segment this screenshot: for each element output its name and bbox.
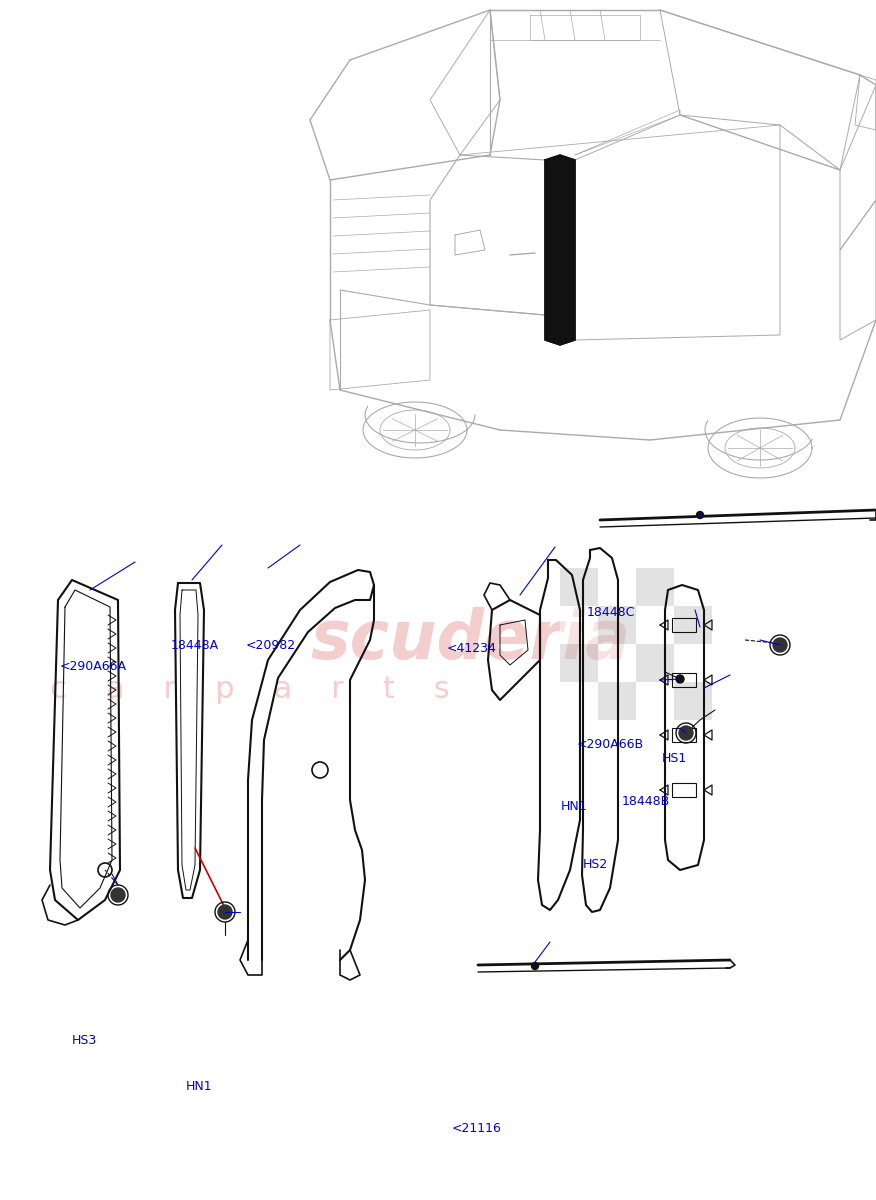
Bar — [560, 644, 598, 682]
Text: <21116: <21116 — [451, 1122, 501, 1134]
Bar — [674, 568, 712, 606]
Polygon shape — [545, 155, 575, 346]
Bar — [636, 606, 674, 644]
Bar — [674, 682, 712, 720]
Text: <41234: <41234 — [447, 642, 497, 654]
Bar — [636, 682, 674, 720]
Text: HS2: HS2 — [583, 858, 608, 870]
Bar — [560, 606, 598, 644]
Circle shape — [676, 674, 684, 683]
Bar — [560, 568, 598, 606]
Bar — [598, 568, 636, 606]
Bar — [636, 568, 674, 606]
Bar — [598, 682, 636, 720]
Circle shape — [218, 905, 232, 919]
Bar — [560, 682, 598, 720]
Text: HN1: HN1 — [561, 800, 587, 812]
Text: HS3: HS3 — [72, 1034, 97, 1046]
Bar — [674, 644, 712, 682]
Text: HS1: HS1 — [661, 752, 687, 764]
Bar — [674, 606, 712, 644]
Circle shape — [773, 638, 787, 652]
Text: 18448A: 18448A — [171, 640, 219, 652]
Bar — [672, 673, 696, 686]
Circle shape — [111, 888, 125, 902]
Text: scuderia: scuderia — [310, 607, 630, 673]
Text: <20982: <20982 — [245, 640, 295, 652]
Bar — [598, 644, 636, 682]
Text: <290A66A: <290A66A — [60, 660, 126, 672]
Bar — [672, 728, 696, 742]
Circle shape — [696, 511, 703, 518]
Bar — [672, 782, 696, 797]
Text: c    a    r    p    a    r    t    s: c a r p a r t s — [50, 676, 449, 704]
Bar — [598, 606, 636, 644]
Circle shape — [532, 962, 539, 970]
Text: <290A66B: <290A66B — [576, 738, 644, 750]
Circle shape — [679, 726, 693, 740]
Bar — [636, 644, 674, 682]
Text: 18448B: 18448B — [622, 796, 670, 808]
Text: HN1: HN1 — [186, 1080, 212, 1092]
Bar — [672, 618, 696, 632]
Text: 18448C: 18448C — [587, 606, 635, 618]
